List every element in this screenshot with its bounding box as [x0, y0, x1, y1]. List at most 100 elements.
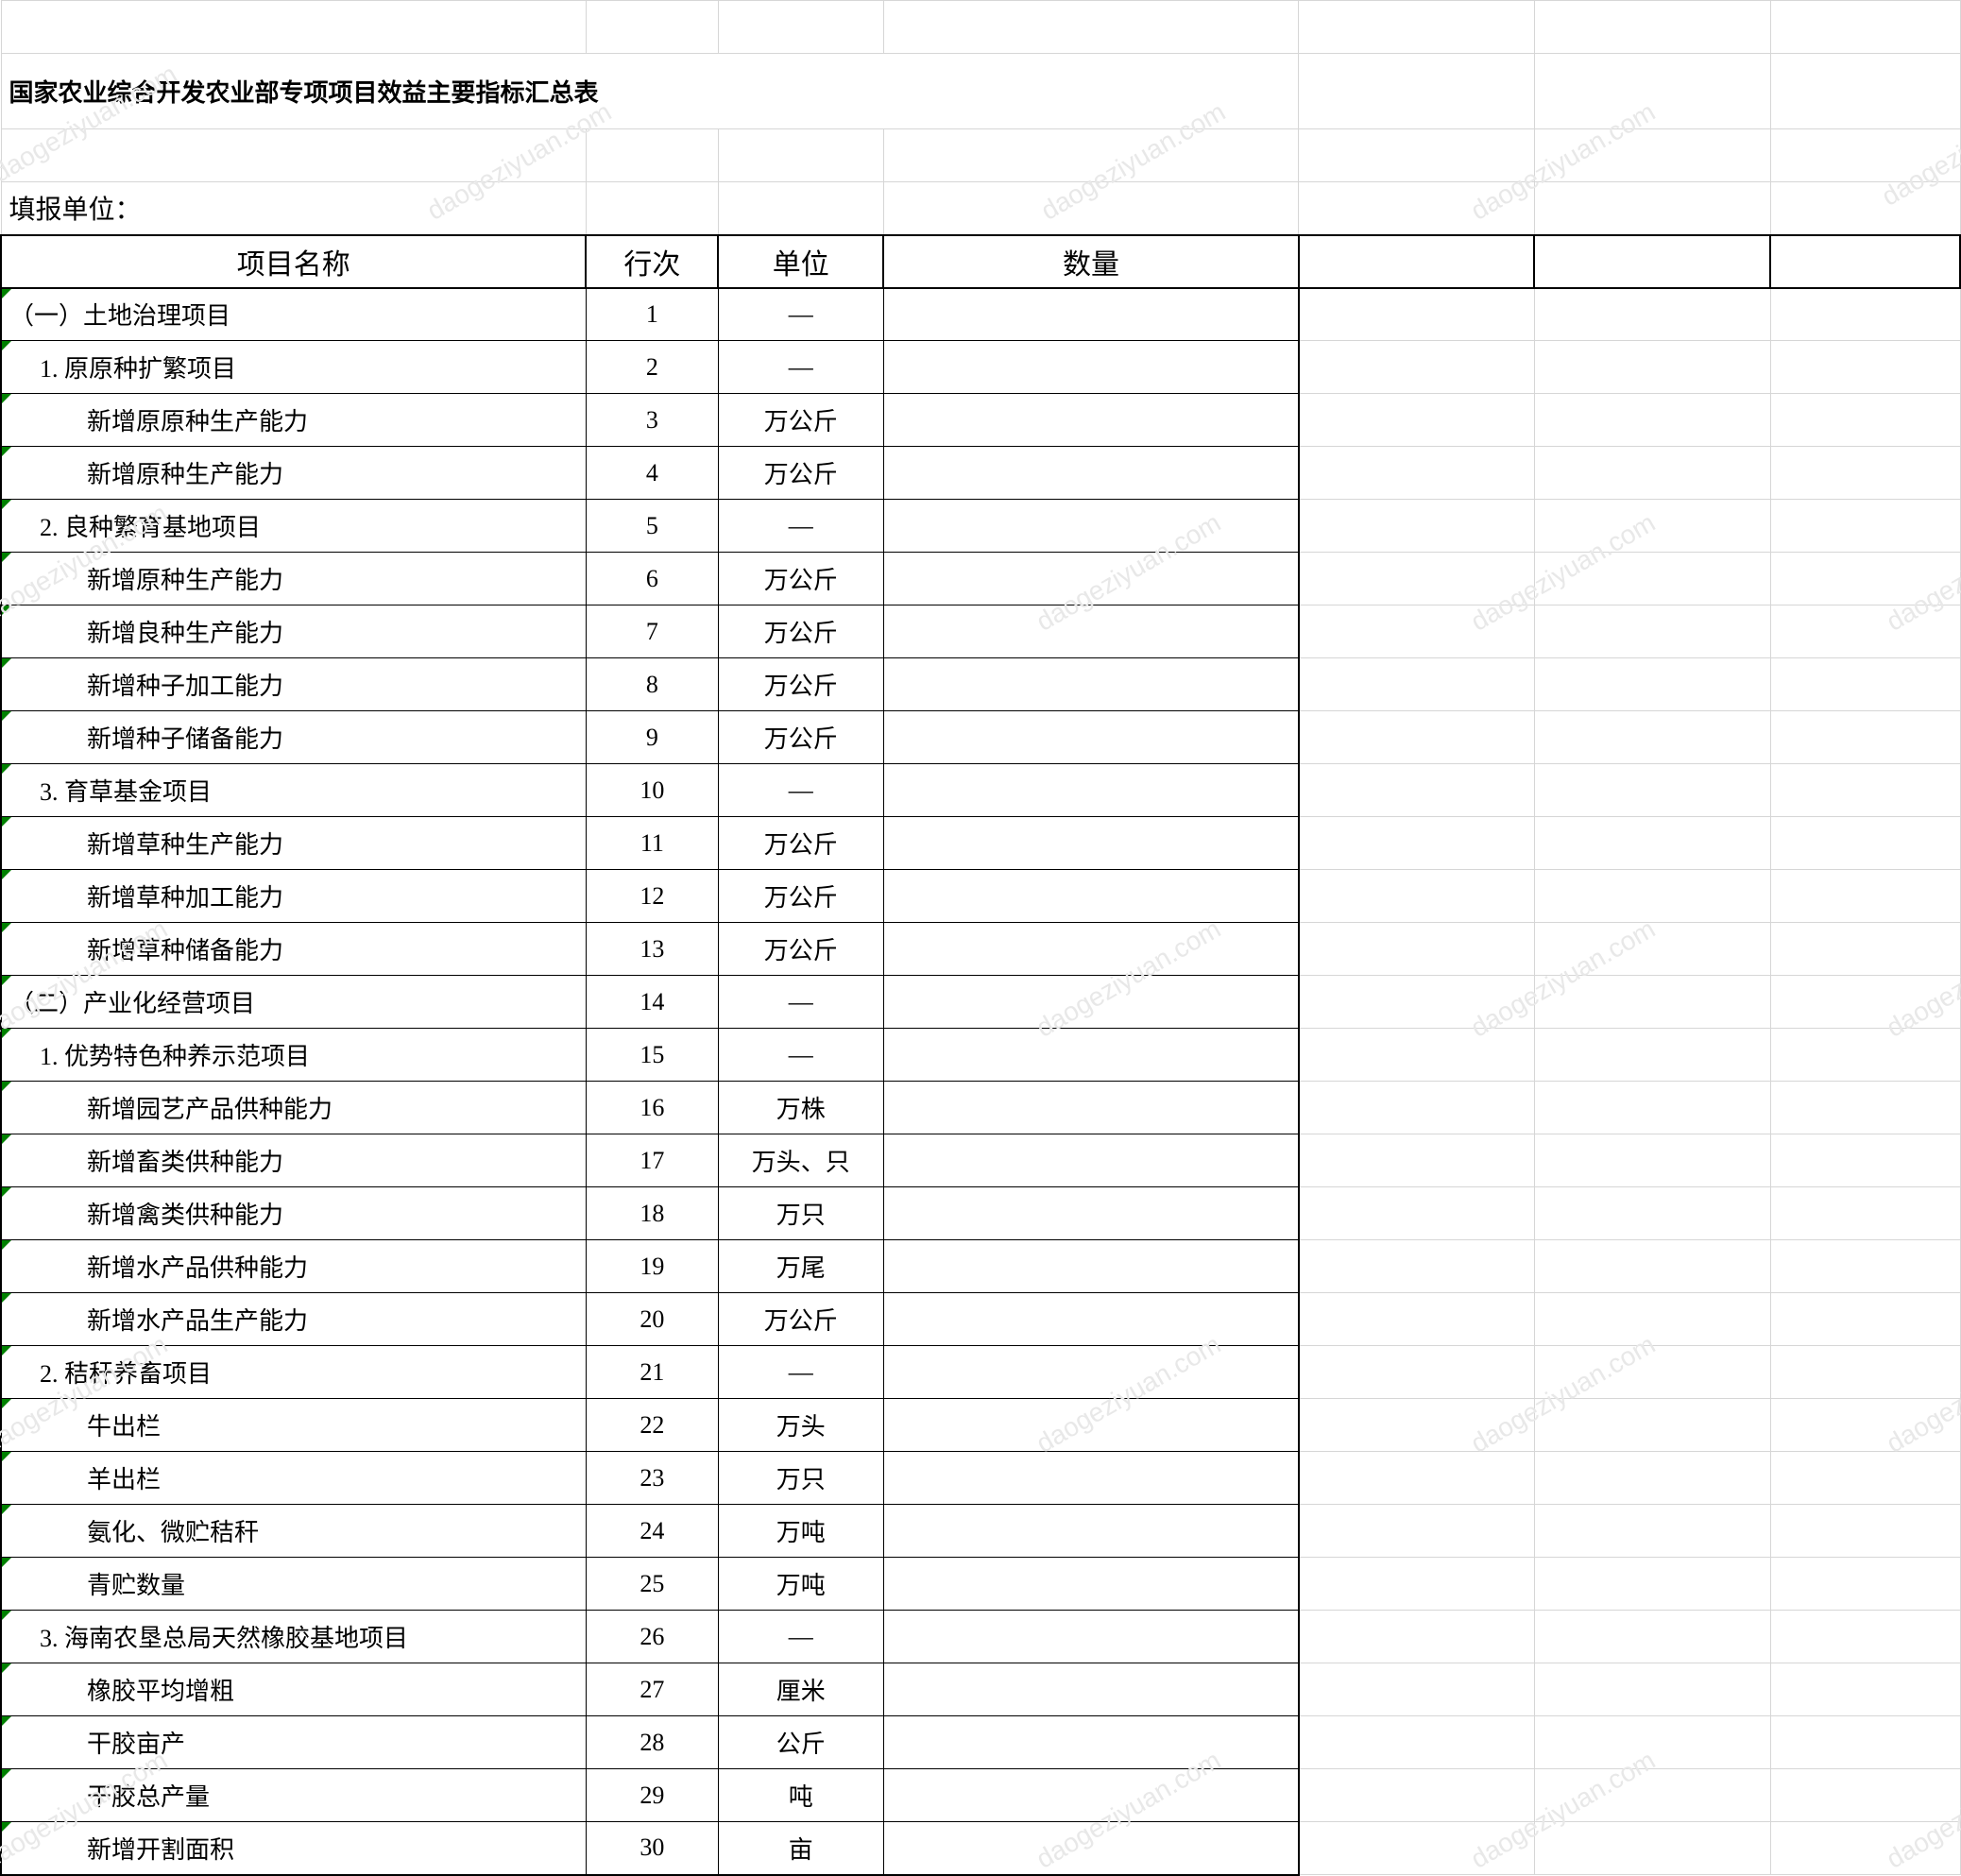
- table-row: 牛出栏22万头: [1, 1399, 1960, 1452]
- row-line: 22: [586, 1399, 718, 1452]
- row-qty[interactable]: [883, 711, 1299, 764]
- table-row: 新增种子加工能力8万公斤: [1, 658, 1960, 711]
- row-line: 14: [586, 976, 718, 1029]
- row-line: 28: [586, 1716, 718, 1769]
- row-name: 新增原种生产能力: [1, 553, 586, 605]
- row-name: 新增种子储备能力: [1, 711, 586, 764]
- row-qty[interactable]: [883, 1505, 1299, 1558]
- row-unit: 万公斤: [718, 817, 883, 870]
- row-qty[interactable]: [883, 976, 1299, 1029]
- row-line: 25: [586, 1558, 718, 1611]
- row-unit: 万头、只: [718, 1134, 883, 1187]
- table-row: 干胶总产量29吨: [1, 1769, 1960, 1822]
- table-row: 干胶亩产28公斤: [1, 1716, 1960, 1769]
- table-row: 新增原种生产能力6万公斤: [1, 553, 1960, 605]
- row-name: 氨化、微贮秸秆: [1, 1505, 586, 1558]
- row-qty[interactable]: [883, 1452, 1299, 1505]
- row-qty[interactable]: [883, 1558, 1299, 1611]
- row-line: 6: [586, 553, 718, 605]
- row-line: 21: [586, 1346, 718, 1399]
- row-qty[interactable]: [883, 553, 1299, 605]
- row-name: 3. 海南农垦总局天然橡胶基地项目: [1, 1611, 586, 1663]
- row-name: 青贮数量: [1, 1558, 586, 1611]
- row-unit: 万吨: [718, 1505, 883, 1558]
- row-qty[interactable]: [883, 658, 1299, 711]
- table-row: 新增畜类供种能力17万头、只: [1, 1134, 1960, 1187]
- table-row: 新增种子储备能力9万公斤: [1, 711, 1960, 764]
- row-unit: 万株: [718, 1082, 883, 1134]
- row-name: （一）土地治理项目: [1, 288, 586, 341]
- row-name: 新增草种加工能力: [1, 870, 586, 923]
- row-line: 12: [586, 870, 718, 923]
- table-row: 新增原种生产能力4万公斤: [1, 447, 1960, 500]
- row-qty[interactable]: [883, 1399, 1299, 1452]
- table-row: 氨化、微贮秸秆24万吨: [1, 1505, 1960, 1558]
- row-unit: 万公斤: [718, 605, 883, 658]
- row-qty[interactable]: [883, 605, 1299, 658]
- table-row: 新增水产品供种能力19万尾: [1, 1240, 1960, 1293]
- row-name: 新增草种储备能力: [1, 923, 586, 976]
- row-line: 20: [586, 1293, 718, 1346]
- row-unit: —: [718, 764, 883, 817]
- row-qty[interactable]: [883, 1346, 1299, 1399]
- row-unit: 亩: [718, 1822, 883, 1875]
- row-qty[interactable]: [883, 1611, 1299, 1663]
- row-name: 新增良种生产能力: [1, 605, 586, 658]
- row-unit: —: [718, 976, 883, 1029]
- header-unit: 单位: [718, 235, 883, 288]
- table-row: 1. 优势特色种养示范项目15—: [1, 1029, 1960, 1082]
- table-row: 新增园艺产品供种能力16万株: [1, 1082, 1960, 1134]
- row-qty[interactable]: [883, 817, 1299, 870]
- table-row: 新增水产品生产能力20万公斤: [1, 1293, 1960, 1346]
- row-qty[interactable]: [883, 1293, 1299, 1346]
- row-name: 牛出栏: [1, 1399, 586, 1452]
- row-qty[interactable]: [883, 500, 1299, 553]
- row-line: 9: [586, 711, 718, 764]
- row-qty[interactable]: [883, 1187, 1299, 1240]
- header-name: 项目名称: [1, 235, 586, 288]
- row-unit: —: [718, 1346, 883, 1399]
- fill-unit-label: 填报单位：: [1, 182, 586, 235]
- row-qty[interactable]: [883, 288, 1299, 341]
- row-name: 干胶亩产: [1, 1716, 586, 1769]
- row-qty[interactable]: [883, 1029, 1299, 1082]
- row-unit: 万公斤: [718, 553, 883, 605]
- row-qty[interactable]: [883, 394, 1299, 447]
- header-line: 行次: [586, 235, 718, 288]
- title-row: 国家农业综合开发农业部专项项目效益主要指标汇总表: [1, 54, 1960, 129]
- row-name: （二）产业化经营项目: [1, 976, 586, 1029]
- row-line: 26: [586, 1611, 718, 1663]
- row-line: 16: [586, 1082, 718, 1134]
- row-qty[interactable]: [883, 1716, 1299, 1769]
- row-unit: 万公斤: [718, 1293, 883, 1346]
- row-qty[interactable]: [883, 447, 1299, 500]
- row-qty[interactable]: [883, 1240, 1299, 1293]
- table-row: 新增草种储备能力13万公斤: [1, 923, 1960, 976]
- table-row: （一）土地治理项目1—: [1, 288, 1960, 341]
- row-line: 3: [586, 394, 718, 447]
- row-qty[interactable]: [883, 764, 1299, 817]
- row-qty[interactable]: [883, 923, 1299, 976]
- row-line: 11: [586, 817, 718, 870]
- table-row: 新增开割面积30亩: [1, 1822, 1960, 1875]
- row-unit: 万公斤: [718, 923, 883, 976]
- row-qty[interactable]: [883, 1082, 1299, 1134]
- header-qty: 数量: [883, 235, 1299, 288]
- row-qty[interactable]: [883, 1822, 1299, 1875]
- row-qty[interactable]: [883, 870, 1299, 923]
- row-qty[interactable]: [883, 1663, 1299, 1716]
- row-name: 新增园艺产品供种能力: [1, 1082, 586, 1134]
- row-line: 23: [586, 1452, 718, 1505]
- row-unit: —: [718, 1029, 883, 1082]
- row-name: 新增原种生产能力: [1, 447, 586, 500]
- document-title: 国家农业综合开发农业部专项项目效益主要指标汇总表: [1, 54, 1299, 129]
- row-name: 2. 良种繁育基地项目: [1, 500, 586, 553]
- row-name: 2. 秸秆养畜项目: [1, 1346, 586, 1399]
- row-qty[interactable]: [883, 1769, 1299, 1822]
- row-line: 30: [586, 1822, 718, 1875]
- row-name: 新增水产品生产能力: [1, 1293, 586, 1346]
- row-name: 3. 育草基金项目: [1, 764, 586, 817]
- row-qty[interactable]: [883, 1134, 1299, 1187]
- row-qty[interactable]: [883, 341, 1299, 394]
- row-line: 7: [586, 605, 718, 658]
